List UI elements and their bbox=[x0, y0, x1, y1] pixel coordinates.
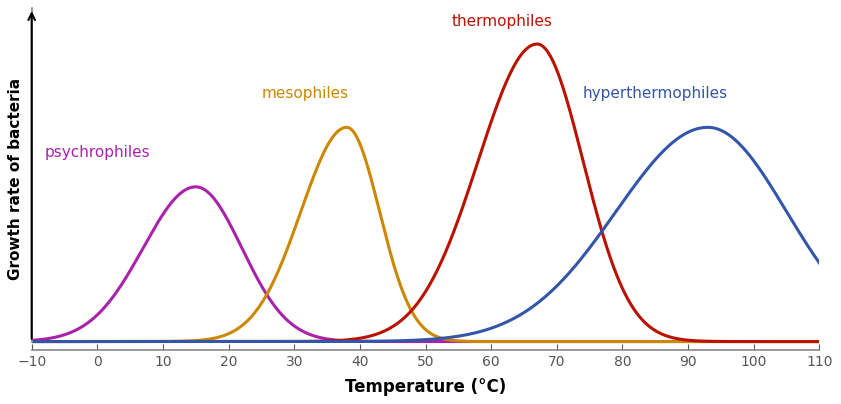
Y-axis label: Growth rate of bacteria: Growth rate of bacteria bbox=[8, 78, 24, 280]
Text: thermophiles: thermophiles bbox=[452, 14, 553, 29]
X-axis label: Temperature (°C): Temperature (°C) bbox=[345, 378, 506, 396]
Text: psychrophiles: psychrophiles bbox=[45, 145, 151, 160]
Text: hyperthermophiles: hyperthermophiles bbox=[583, 86, 728, 101]
Text: mesophiles: mesophiles bbox=[262, 86, 348, 101]
